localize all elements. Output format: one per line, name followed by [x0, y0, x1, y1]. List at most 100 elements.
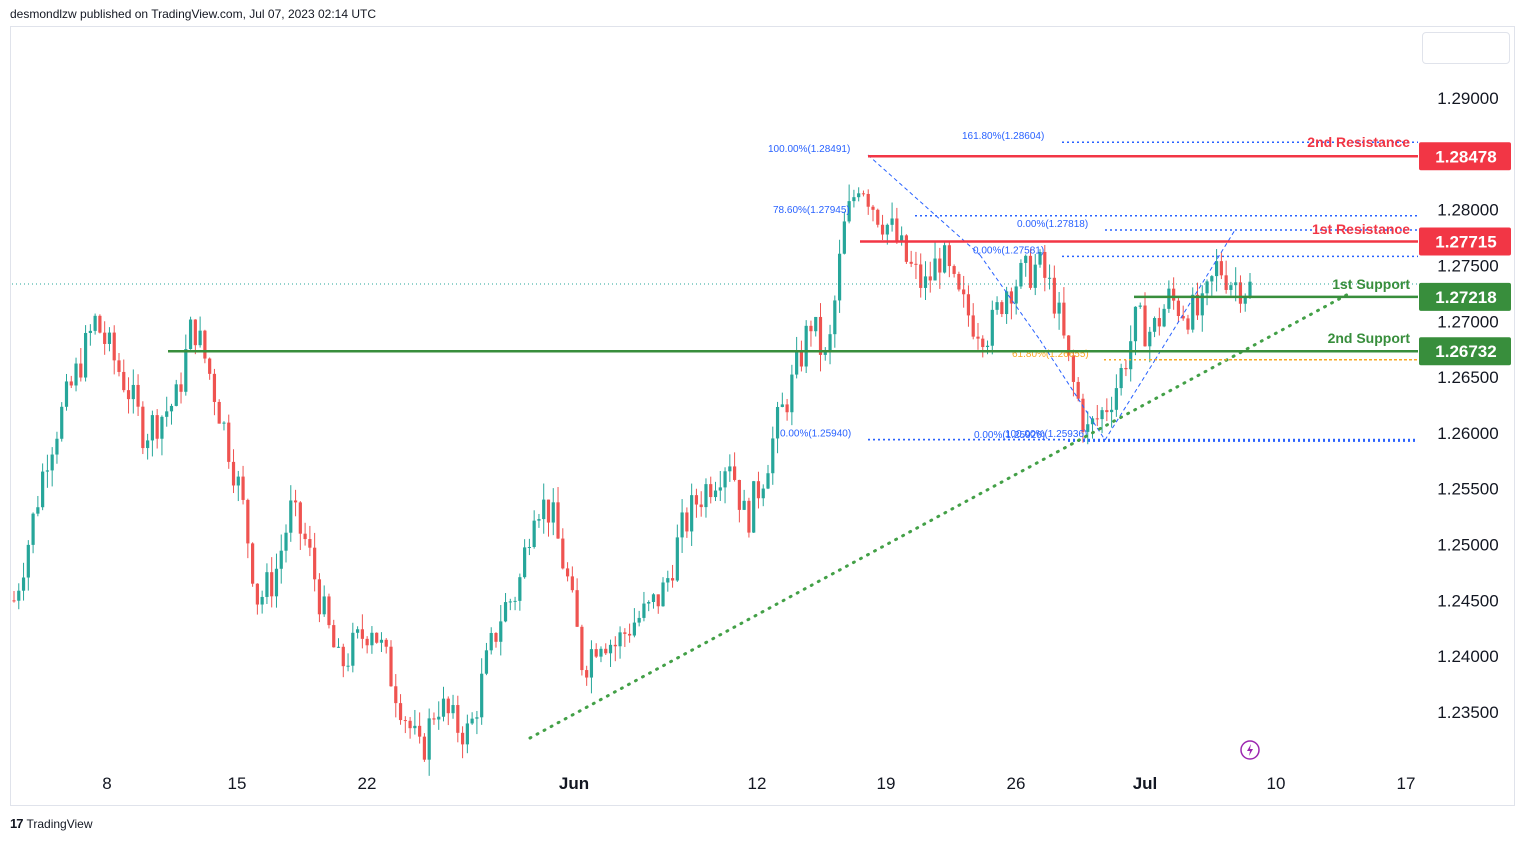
candle-body	[1176, 300, 1181, 316]
candle-body	[141, 406, 145, 449]
candle-body	[1071, 355, 1076, 382]
price-tag-text: 1.27715	[1435, 232, 1496, 251]
candle-body	[1043, 251, 1047, 278]
fib-label: 0.00%(1.25940)	[780, 429, 851, 440]
candle-body	[971, 315, 975, 337]
candle-body	[236, 476, 240, 486]
candle-body	[1200, 293, 1204, 316]
candle-body	[651, 594, 656, 603]
candle-body	[1152, 318, 1157, 332]
candle-body	[1210, 276, 1214, 282]
candle-body	[880, 224, 885, 235]
candle-body	[1005, 291, 1009, 315]
candle-body	[752, 481, 756, 533]
candle-body	[270, 572, 274, 597]
candle-body	[146, 440, 150, 449]
tradingview-footer: 17 TradingView	[10, 816, 93, 831]
level-label: 2nd Resistance	[1307, 134, 1410, 150]
y-tick-label: 1.26000	[1437, 424, 1498, 443]
candle-body	[561, 538, 565, 569]
candle-body	[1195, 294, 1200, 316]
candle-body	[1172, 288, 1176, 301]
candle-body	[355, 629, 360, 633]
level-label: 1st Support	[1332, 276, 1410, 292]
candle-body	[565, 568, 570, 577]
candle-body	[360, 629, 364, 639]
candle-body	[790, 374, 794, 413]
candle-body	[976, 336, 980, 339]
candle-body	[861, 193, 866, 195]
level-label: 2nd Support	[1328, 330, 1411, 346]
candle-body	[484, 650, 489, 674]
candle-body	[1086, 424, 1090, 432]
candle-body	[446, 698, 450, 714]
candle-body	[432, 718, 436, 720]
candle-body	[604, 648, 608, 654]
candle-body	[933, 258, 937, 281]
fib-label: 0.00%(1.25926)	[974, 430, 1045, 441]
candle-body	[184, 349, 188, 392]
candle-body	[265, 572, 269, 597]
y-tick-label: 1.24000	[1437, 647, 1498, 666]
candle-body	[155, 415, 159, 439]
candle-body	[298, 502, 302, 534]
candle-body	[900, 235, 904, 242]
candle-body	[50, 454, 54, 471]
candle-body	[1119, 367, 1123, 389]
candle-body	[837, 253, 842, 301]
candle-body	[771, 438, 775, 474]
candle-body	[1105, 410, 1109, 413]
candle-body	[1024, 255, 1028, 263]
fib-label: 100.00%(1.25936)	[1005, 429, 1087, 440]
candle-body	[122, 371, 126, 391]
candle-body	[608, 644, 613, 654]
candle-body	[594, 649, 598, 657]
candle-body	[394, 686, 398, 704]
candle-body	[255, 583, 259, 605]
candle-body	[117, 360, 121, 372]
candle-body	[747, 500, 751, 533]
candle-body	[17, 590, 21, 601]
fib-swing-line	[1039, 339, 1106, 441]
candle-body	[818, 316, 823, 355]
candle-body	[699, 504, 703, 508]
candle-body	[814, 316, 818, 332]
candle-body	[332, 625, 336, 648]
candle-body	[995, 302, 999, 310]
candle-body	[475, 717, 479, 719]
x-tick-label: 15	[228, 774, 247, 793]
candle-body	[64, 381, 69, 407]
candle-body	[890, 218, 894, 225]
candle-body	[36, 507, 40, 514]
candle-body	[413, 725, 417, 729]
lightning-icon[interactable]	[1240, 740, 1260, 760]
candle-body	[45, 470, 50, 472]
price-tag	[1419, 227, 1511, 256]
candle-body	[1148, 331, 1152, 347]
candle-body	[470, 718, 474, 724]
candle-body	[804, 325, 808, 367]
symbol-search-box[interactable]	[1422, 32, 1510, 64]
candle-body	[632, 622, 636, 636]
candle-body	[427, 718, 431, 760]
candle-body	[499, 621, 503, 642]
candle-body	[403, 720, 407, 722]
candle-body	[628, 633, 632, 636]
candle-body	[83, 332, 88, 378]
candle-body	[866, 193, 870, 207]
price-tag	[1419, 337, 1511, 366]
x-tick-label: 19	[877, 774, 896, 793]
candle-body	[165, 411, 169, 417]
candle-body	[456, 705, 460, 733]
candle-body	[370, 632, 374, 646]
candle-body	[1191, 294, 1195, 330]
candle-body	[685, 512, 689, 532]
candle-body	[828, 334, 832, 351]
candle-body	[952, 266, 956, 274]
fib-label: 61.80%(1.26655)	[1012, 349, 1089, 360]
candle-body	[136, 384, 140, 407]
candle-body	[1081, 398, 1085, 432]
x-tick-label: 12	[748, 774, 767, 793]
candle-body	[556, 502, 560, 539]
